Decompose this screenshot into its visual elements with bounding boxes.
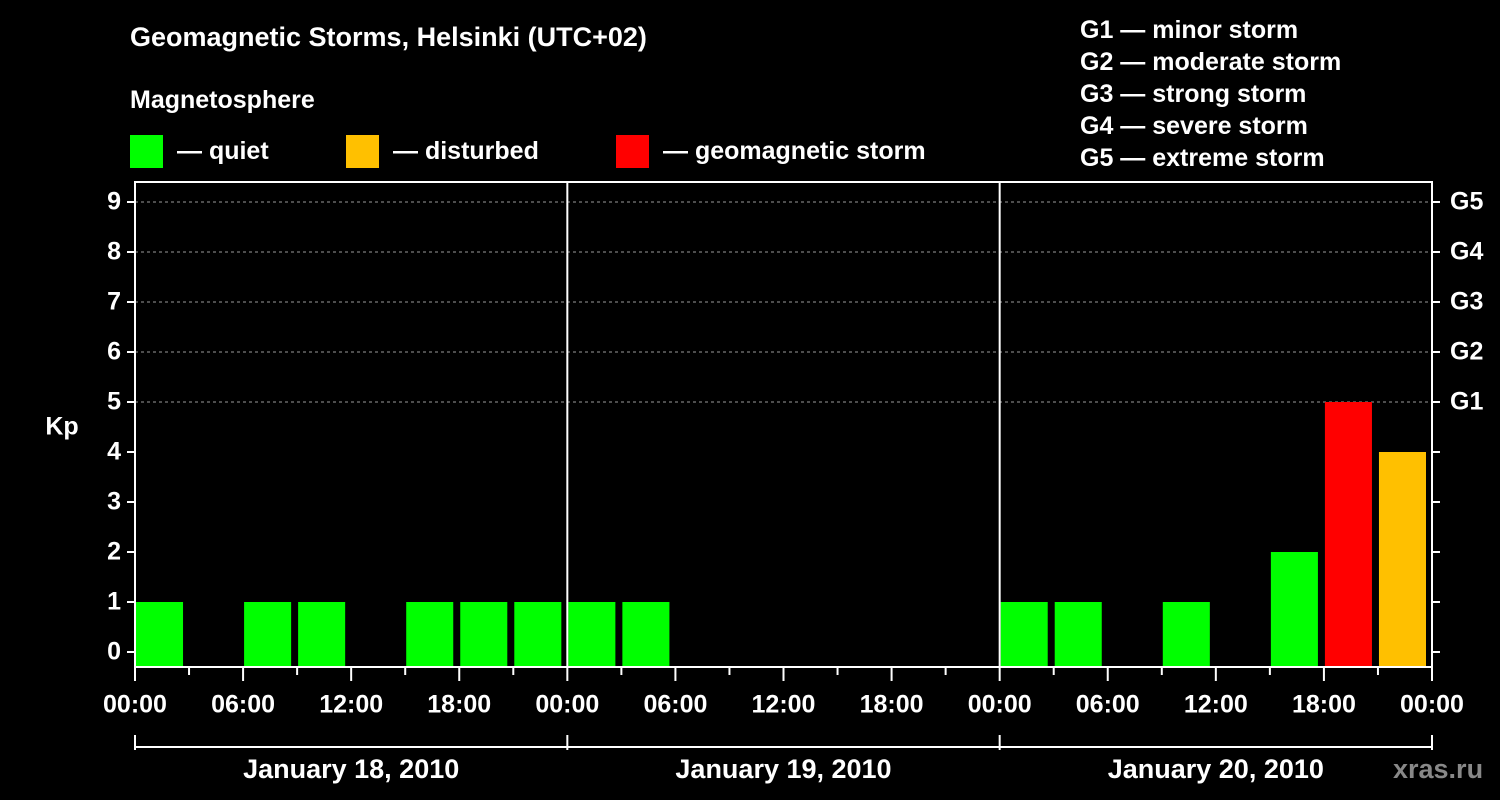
g-scale-g4: G4 — severe storm	[1080, 112, 1308, 140]
g-level-label: G3	[1450, 288, 1483, 316]
x-tick-label: 12:00	[1184, 691, 1248, 719]
legend-storm-swatch	[616, 134, 649, 168]
bar-quiet	[1000, 602, 1048, 667]
legend-disturbed-label: — disturbed	[393, 136, 539, 165]
g-scale-legend: G1 — minor storm G2 — moderate storm G3 …	[1080, 14, 1341, 174]
legend-storm: — geomagnetic storm	[616, 134, 926, 168]
legend-disturbed-swatch	[346, 134, 379, 168]
y-tick-label: 7	[107, 288, 121, 316]
y-axis-label: Kp	[45, 413, 78, 441]
bar-quiet	[568, 602, 616, 667]
x-tick-label: 00:00	[1400, 691, 1464, 719]
plot-frame	[134, 181, 1433, 668]
x-tick-label: 12:00	[319, 691, 383, 719]
y-tick-label: 6	[107, 338, 121, 366]
bar-quiet	[406, 602, 454, 667]
bar-quiet	[1162, 602, 1210, 667]
x-tick-label: 00:00	[968, 691, 1032, 719]
day-label: January 18, 2010	[243, 754, 459, 784]
y-tick-label: 9	[107, 188, 121, 216]
x-tick-label: 18:00	[1292, 691, 1356, 719]
magnetosphere-label: Magnetosphere	[130, 86, 315, 114]
bar-quiet	[460, 602, 508, 667]
y-tick-label: 0	[107, 638, 121, 666]
g-level-label: G5	[1450, 188, 1483, 216]
bar-quiet	[244, 602, 292, 667]
y-tick-label: 8	[107, 238, 121, 266]
x-tick-label: 00:00	[103, 691, 167, 719]
y-tick-label: 1	[107, 588, 121, 616]
legend-storm-label: — geomagnetic storm	[663, 136, 926, 165]
bar-quiet	[622, 602, 670, 667]
x-tick-label: 06:00	[211, 691, 275, 719]
g-scale-g2: G2 — moderate storm	[1080, 48, 1342, 76]
y-tick-label: 3	[107, 488, 121, 516]
legend-quiet-label: — quiet	[177, 136, 269, 165]
g-level-label: G1	[1450, 388, 1483, 416]
g-scale-g3: G3 — strong storm	[1080, 80, 1307, 108]
watermark: xras.ru	[1393, 754, 1484, 784]
x-tick-label: 12:00	[752, 691, 816, 719]
g-scale-g5: G5 — extreme storm	[1080, 144, 1325, 172]
bar-quiet	[1054, 602, 1102, 667]
x-tick-label: 06:00	[1076, 691, 1140, 719]
x-tick-label: 18:00	[427, 691, 491, 719]
y-tick-label: 4	[107, 438, 121, 466]
bar-storm	[1324, 402, 1372, 667]
day-label: January 19, 2010	[675, 754, 891, 784]
g-level-label: G2	[1450, 338, 1483, 366]
x-tick-label: 06:00	[643, 691, 707, 719]
bar-quiet	[1270, 552, 1318, 667]
legend-quiet: — quiet	[130, 134, 269, 168]
y-tick-label: 5	[107, 388, 121, 416]
g-level-label: G4	[1450, 238, 1483, 266]
bar-quiet	[514, 602, 562, 667]
chart-title: Geomagnetic Storms, Helsinki (UTC+02)	[130, 22, 647, 52]
x-tick-label: 18:00	[860, 691, 924, 719]
bar-quiet	[298, 602, 346, 667]
legend-disturbed: — disturbed	[346, 134, 539, 168]
day-label: January 20, 2010	[1108, 754, 1324, 784]
bar-disturbed	[1378, 452, 1426, 667]
y-tick-label: 2	[107, 538, 121, 566]
g-scale-g1: G1 — minor storm	[1080, 16, 1299, 44]
legend-quiet-swatch	[130, 134, 163, 168]
bar-quiet	[136, 602, 184, 667]
x-tick-label: 00:00	[535, 691, 599, 719]
